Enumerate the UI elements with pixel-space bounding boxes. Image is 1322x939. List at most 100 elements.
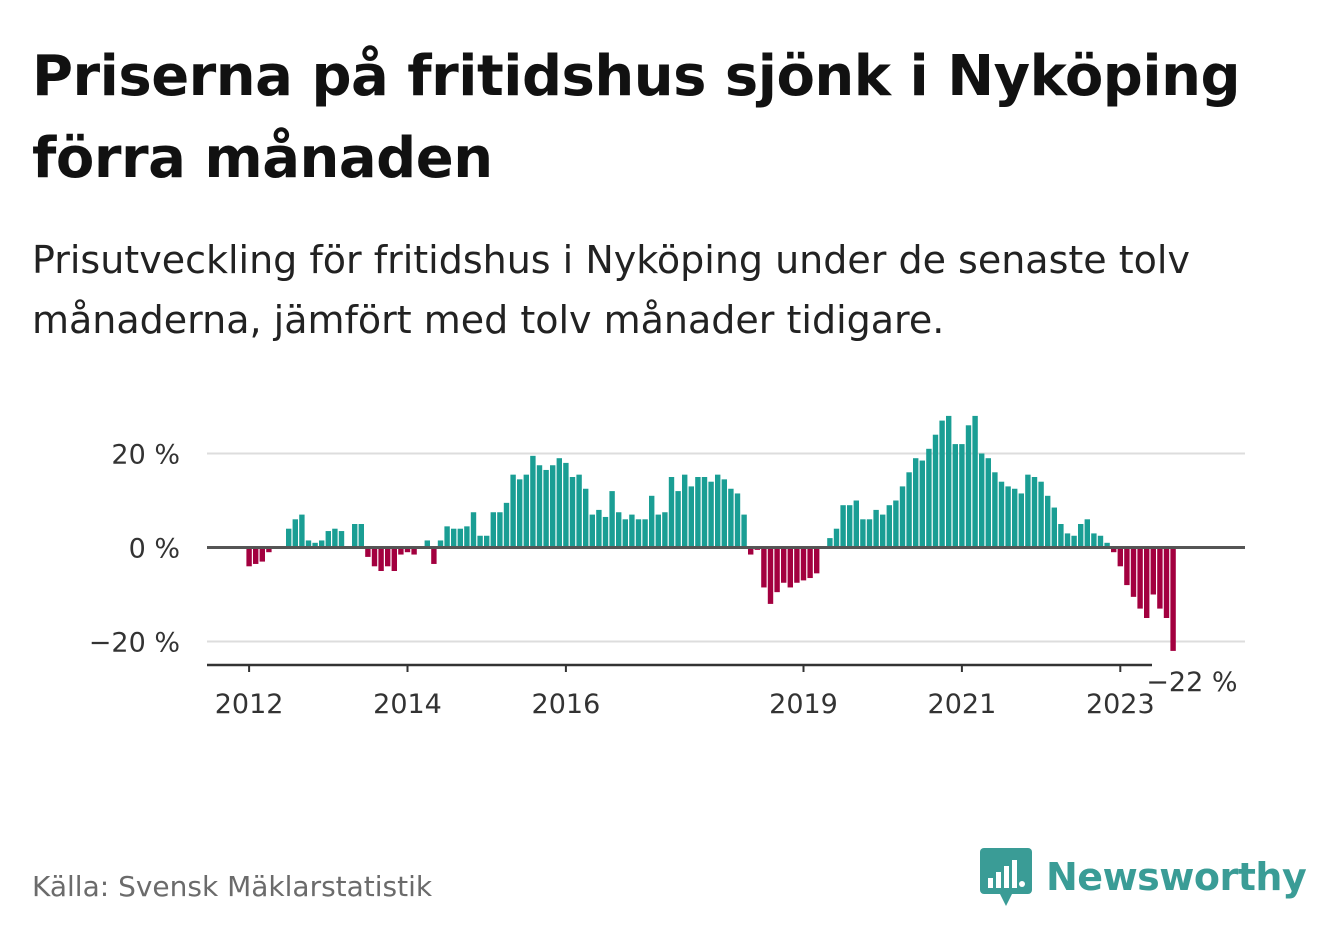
bar (385, 547, 391, 567)
bar (952, 444, 958, 548)
bar (635, 519, 642, 548)
bar (1071, 535, 1077, 548)
bar (292, 519, 298, 548)
bar (886, 505, 892, 548)
bar (833, 528, 840, 548)
bar (866, 519, 873, 548)
bar (853, 500, 859, 548)
bar (497, 512, 503, 548)
bar (1018, 493, 1024, 548)
bar (840, 505, 846, 548)
bar (411, 547, 417, 555)
bar (470, 512, 477, 548)
bar (444, 526, 450, 548)
bar (517, 479, 523, 548)
chart-bars (246, 415, 1176, 651)
bar (1091, 533, 1097, 548)
bar (398, 547, 404, 555)
bar (490, 512, 496, 548)
bar (253, 547, 259, 564)
bar (246, 547, 252, 567)
bar (1104, 542, 1110, 548)
bar (563, 462, 569, 548)
bar (378, 547, 384, 571)
x-tick-label: 2012 (215, 689, 284, 720)
bar (827, 538, 833, 548)
bar (774, 547, 780, 593)
bar (992, 472, 998, 548)
bar (893, 500, 899, 548)
bar (1170, 547, 1176, 651)
bar (906, 472, 912, 548)
bar (1051, 507, 1057, 548)
bar (616, 512, 622, 548)
bar (649, 495, 655, 548)
bar (1124, 547, 1130, 586)
bar (550, 465, 556, 548)
y-tick-label: 0 % (129, 534, 180, 565)
bar (761, 547, 767, 588)
bar (365, 547, 371, 557)
bar (1097, 535, 1104, 548)
bar (741, 514, 747, 548)
bar (787, 547, 793, 588)
bar (1064, 533, 1071, 548)
bar (695, 477, 701, 548)
bar (1005, 486, 1011, 548)
bar (589, 514, 595, 548)
bar (622, 519, 628, 548)
bar (642, 519, 648, 548)
bar (424, 540, 430, 548)
bar (946, 415, 952, 548)
bar (1084, 519, 1090, 548)
bar (602, 516, 609, 548)
newsworthy-logo: Newsworthy (980, 848, 1307, 906)
x-tick-label: 2019 (769, 689, 838, 720)
bar (932, 434, 939, 548)
bar (583, 488, 589, 548)
bar (596, 509, 602, 548)
x-tick-label: 2014 (373, 689, 442, 720)
bar (338, 531, 345, 548)
bar (860, 519, 866, 548)
bar (305, 540, 312, 548)
bar (807, 547, 813, 579)
bar (748, 547, 754, 555)
y-tick-label: 20 % (111, 440, 180, 471)
bar (734, 493, 741, 548)
bar (609, 491, 615, 548)
x-tick-label: 2016 (532, 689, 601, 720)
y-tick-label: −20 % (89, 628, 180, 659)
page-subtitle: Prisutveckling för fritidshus i Nyköping… (32, 238, 1190, 342)
page-title: Priserna på fritidshus sjönk i Nyköping … (32, 44, 1241, 191)
bar (576, 474, 582, 548)
bar (847, 505, 853, 548)
bar (682, 474, 688, 548)
bar (965, 425, 972, 548)
bar (510, 474, 516, 548)
bar (781, 547, 787, 583)
bar (1025, 474, 1031, 548)
bar (728, 488, 734, 548)
bar (259, 547, 265, 562)
bar (312, 542, 318, 548)
bar (794, 547, 800, 583)
bar (451, 528, 457, 548)
chart-labels: 20 % 0 % −20 % 2012 2014 2016 2019 2021 2023−22 … (89, 440, 1238, 721)
bar (721, 479, 727, 548)
chart-grid (207, 452, 1245, 643)
bar (556, 458, 562, 548)
bar (629, 514, 635, 548)
bar (299, 514, 305, 548)
bar (358, 524, 364, 548)
newsworthy-logo-icon (980, 848, 1032, 906)
bar (655, 514, 661, 548)
bar (1058, 524, 1064, 548)
bar (715, 474, 721, 548)
bar (1130, 547, 1137, 597)
bar (926, 448, 932, 548)
bar (266, 547, 272, 553)
bar (523, 474, 529, 548)
chart-axes (207, 546, 1245, 672)
bar (569, 477, 576, 548)
